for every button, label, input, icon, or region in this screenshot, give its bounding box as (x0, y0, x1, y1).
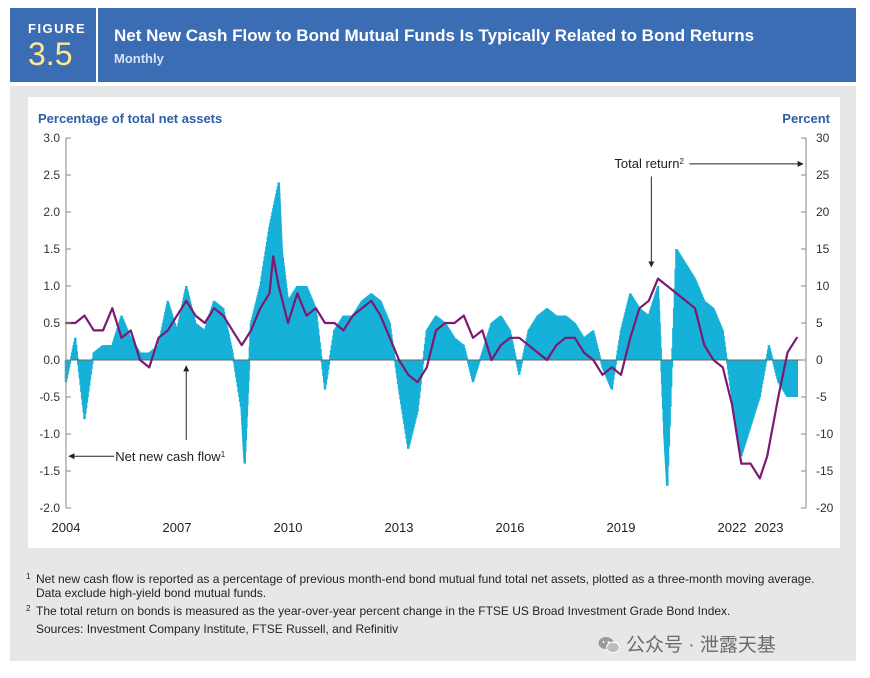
chart-subtitle: Monthly (114, 51, 164, 66)
cash-flow-bar (319, 348, 322, 360)
x-tick-label: 2019 (607, 520, 636, 535)
chart-area: Percentage of total net assets Percent 3… (28, 97, 840, 548)
cash-flow-bar (327, 360, 331, 365)
x-tick-label: 2023 (755, 520, 784, 535)
right-tick-label: 5 (816, 316, 823, 330)
x-tick-label: 2004 (52, 520, 81, 535)
left-tick-label: 3.0 (43, 131, 60, 145)
cash-flow-bar (247, 360, 251, 370)
right-tick-label: 15 (816, 242, 830, 256)
figure-number: 3.5 (28, 36, 73, 72)
cash-flow-annotation: Net new cash flow1 (115, 449, 225, 464)
cash-flow-bar (392, 350, 395, 360)
left-tick-label: 0.0 (43, 353, 60, 367)
right-tick-label: -15 (816, 464, 834, 478)
cash-flow-bar (795, 360, 799, 397)
cash-flow-bar (326, 360, 330, 370)
footnote-2-marker: 2 (26, 604, 31, 613)
cash-flow-bar (659, 347, 662, 360)
left-tick-label: -1.5 (39, 464, 60, 478)
right-axis-label: Percent (782, 111, 830, 126)
total-return-line (64, 255, 798, 480)
right-tick-label: 30 (816, 131, 830, 145)
figure-number-box: FIGURE 3.5 (10, 8, 98, 82)
cash-flow-bar (90, 360, 93, 370)
cash-flow-bar (231, 352, 234, 360)
cash-flow-bar (421, 360, 425, 365)
footnote-1-text: Net new cash flow is reported as a perce… (36, 572, 815, 600)
left-tick-label: 2.5 (43, 168, 60, 182)
watermark: 公众号 · 泄露天基 (598, 630, 776, 657)
chart-title: Net New Cash Flow to Bond Mutual Funds I… (114, 26, 755, 45)
right-tick-label: 0 (816, 353, 823, 367)
figure-label: FIGURE (28, 21, 87, 36)
left-tick-label: 1.0 (43, 279, 60, 293)
cash-flow-bar (232, 357, 235, 360)
cash-flow-bar (90, 360, 94, 364)
cash-flow-bar (658, 335, 662, 360)
cash-flow-bar (76, 358, 79, 360)
x-tick-label: 2022 (718, 520, 747, 535)
cash-flow-bar (465, 357, 469, 360)
cash-flow-bar (770, 354, 773, 360)
chart-svg: Percentage of total net assets Percent 3… (38, 111, 834, 535)
footnote-1-marker: 1 (26, 572, 31, 581)
left-tick-label: 0.5 (43, 316, 60, 330)
cash-flow-bar (68, 360, 72, 364)
left-axis-label: Percentage of total net assets (38, 111, 222, 126)
cash-flow-bar (670, 360, 674, 368)
wechat-icon (598, 637, 620, 654)
cash-flow-bar (464, 354, 468, 360)
cash-flow-bar (725, 358, 728, 360)
cash-flow-bar (420, 360, 424, 372)
cash-flow-bar (520, 360, 523, 364)
cash-flow-bar (598, 355, 601, 360)
right-tick-label: -5 (816, 390, 827, 404)
cash-flow-bar (770, 357, 774, 360)
x-tick-label: 2016 (496, 520, 525, 535)
cash-flow-bar (393, 356, 396, 360)
watermark-text: 公众号 · 泄露天基 (626, 635, 776, 656)
x-tick-label: 2010 (274, 520, 303, 535)
footnote-1: 1 Net new cash flow is reported as a per… (26, 572, 826, 600)
cash-flow-bar (514, 356, 517, 360)
right-tick-label: 10 (816, 279, 830, 293)
left-tick-label: 1.5 (43, 242, 60, 256)
footnotes: 1 Net new cash flow is reported as a per… (26, 572, 826, 636)
x-tick-label: 2013 (385, 520, 414, 535)
cash-flow-bar (613, 360, 617, 370)
total-return-annotation: Total return2 (614, 156, 684, 171)
cash-flow-bar (763, 360, 767, 367)
cash-flow-bar (764, 360, 768, 363)
cash-flow-bar (598, 358, 602, 360)
cash-flow-bar (669, 360, 673, 388)
right-tick-label: 20 (816, 205, 830, 219)
cash-flow-bar (75, 351, 79, 360)
cash-flow-bar (724, 352, 728, 360)
right-tick-label: 25 (816, 168, 830, 182)
x-tick-label: 2007 (163, 520, 192, 535)
cash-flow-bar (614, 360, 617, 365)
right-tick-label: -20 (816, 501, 834, 515)
cash-flow-bar (477, 360, 481, 363)
left-tick-label: -0.5 (39, 390, 60, 404)
footnote-2-text: The total return on bonds is measured as… (36, 604, 731, 618)
left-tick-label: 2.0 (43, 205, 60, 219)
figure-header: FIGURE 3.5 Net New Cash Flow to Bond Mut… (10, 8, 856, 82)
cash-flow-bar (247, 360, 250, 382)
cash-flow-bar (319, 355, 323, 360)
footnote-2: 2 The total return on bonds is measured … (26, 604, 826, 618)
right-tick-label: -10 (816, 427, 834, 441)
left-tick-label: -2.0 (39, 501, 60, 515)
left-tick-label: -1.0 (39, 427, 60, 441)
sources: Sources: Investment Company Institute, F… (36, 622, 399, 636)
